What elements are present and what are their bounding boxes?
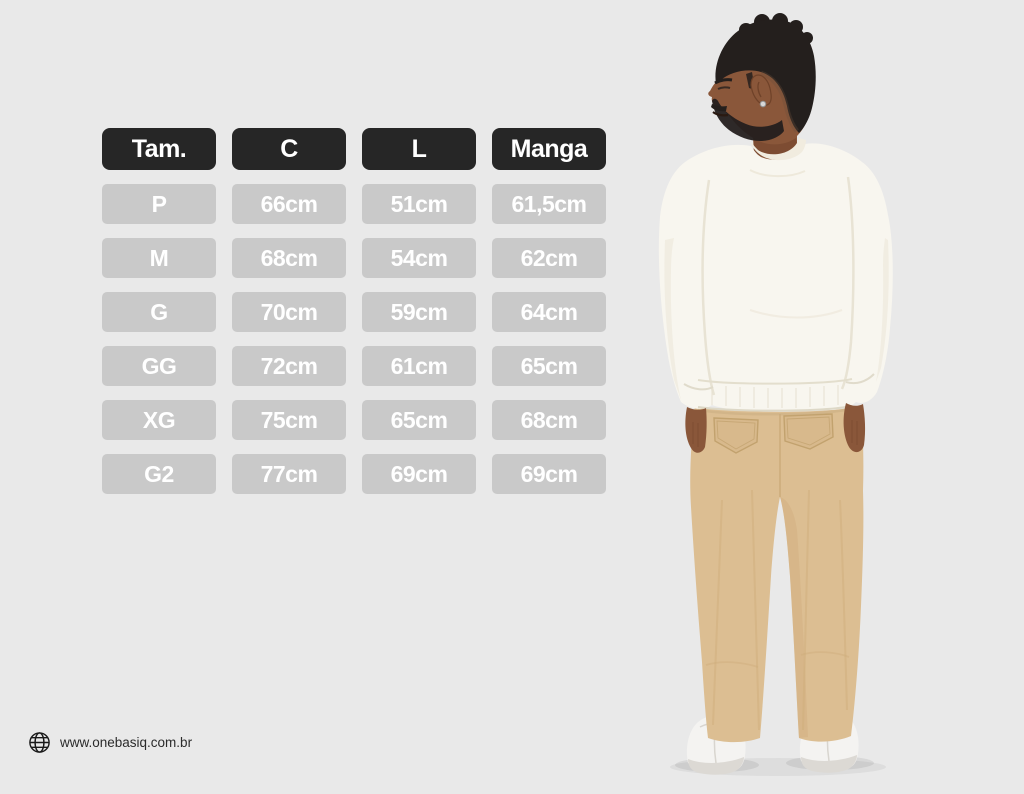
measure-c: 72cm [232,346,346,386]
measure-manga: 64cm [492,292,606,332]
size-label: GG [102,346,216,386]
measure-l: 51cm [362,184,476,224]
measure-manga: 62cm [492,238,606,278]
left-cuff [683,383,714,391]
measure-manga: 69cm [492,454,606,494]
cream-sweatshirt [658,138,893,416]
earring [759,100,767,108]
header-manga: Manga [492,128,606,170]
header-tam: Tam. [102,128,216,170]
size-label: P [102,184,216,224]
header-l: L [362,128,476,170]
model-head [708,13,816,160]
measure-manga: 65cm [492,346,606,386]
table-row: M 68cm 54cm 62cm [102,238,606,278]
globe-icon [29,732,50,753]
eyebrow [714,78,733,85]
model-photo [658,13,893,776]
measure-l: 69cm [362,454,476,494]
beard [711,98,784,141]
measure-c: 68cm [232,238,346,278]
measure-c: 77cm [232,454,346,494]
size-label: G2 [102,454,216,494]
ear [750,74,772,108]
measure-manga: 61,5cm [492,184,606,224]
size-label: M [102,238,216,278]
table-row: XG 75cm 65cm 68cm [102,400,606,440]
table-row: P 66cm 51cm 61,5cm [102,184,606,224]
collar [751,138,806,161]
hem-band [697,378,853,385]
right-cuff [845,373,875,385]
table-row: G2 77cm 69cm 69cm [102,454,606,494]
measure-l: 59cm [362,292,476,332]
header-c: C [232,128,346,170]
size-label: XG [102,400,216,440]
khaki-pants [690,405,864,743]
table-row: G 70cm 59cm 64cm [102,292,606,332]
measure-l: 65cm [362,400,476,440]
table-row: GG 72cm 61cm 65cm [102,346,606,386]
hands [685,403,866,453]
table-header-row: Tam. C L Manga [102,128,606,170]
measure-c: 75cm [232,400,346,440]
measure-c: 70cm [232,292,346,332]
size-table: Tam. C L Manga P 66cm 51cm 61,5cm M 68cm… [102,128,606,508]
size-label: G [102,292,216,332]
footer: www.onebasiq.com.br [28,731,192,754]
measure-manga: 68cm [492,400,606,440]
measure-c: 66cm [232,184,346,224]
white-sneakers [686,712,859,775]
mouth [712,111,729,117]
website-url: www.onebasiq.com.br [60,735,193,750]
measure-l: 54cm [362,238,476,278]
hair [715,13,816,134]
measure-l: 61cm [362,346,476,386]
eye [717,86,731,90]
